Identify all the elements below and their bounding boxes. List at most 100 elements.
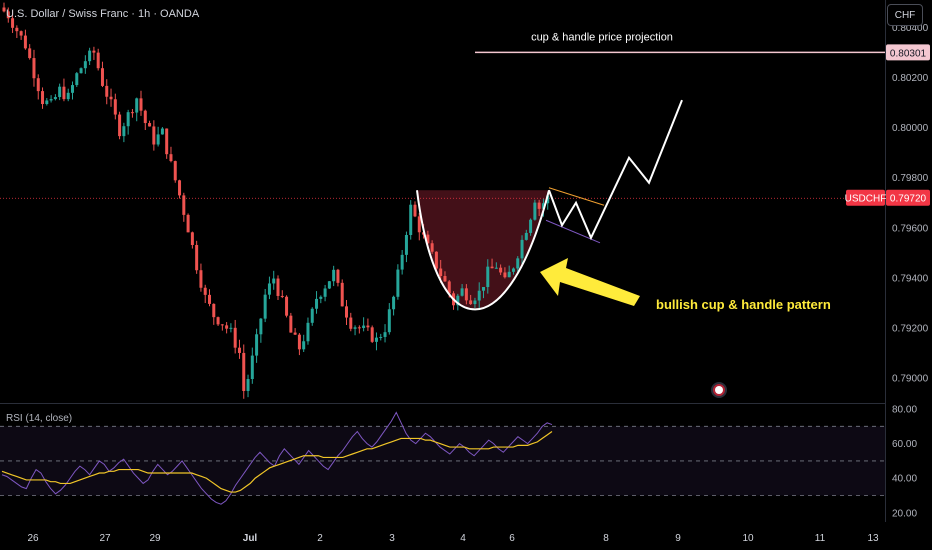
candle-body bbox=[383, 332, 387, 337]
price-axis-tick-label: 0.79800 bbox=[892, 173, 929, 184]
price-axis-tick-label: 0.79000 bbox=[892, 373, 929, 384]
candle-body bbox=[246, 379, 250, 392]
candle-body bbox=[105, 85, 109, 97]
candle-body bbox=[374, 337, 378, 342]
cup-fill bbox=[417, 190, 549, 310]
candle-body bbox=[490, 266, 494, 269]
candle-body bbox=[370, 327, 374, 342]
candle-body bbox=[541, 203, 545, 209]
candle-body bbox=[156, 134, 160, 145]
candle-body bbox=[511, 268, 515, 272]
flag-icon[interactable] bbox=[711, 382, 727, 398]
candle-body bbox=[71, 85, 74, 93]
candle-body bbox=[323, 288, 327, 297]
candle-body bbox=[208, 294, 211, 304]
candle-body bbox=[336, 269, 340, 283]
candle-body bbox=[379, 336, 383, 338]
price-axis-tick-label: 0.80200 bbox=[892, 73, 929, 84]
rsi-axis-tick-label: 60.00 bbox=[892, 439, 917, 450]
price-axis-tick-label: 0.79600 bbox=[892, 223, 929, 234]
candle-body bbox=[297, 334, 301, 350]
candle-body bbox=[267, 283, 271, 295]
candle-body bbox=[456, 295, 460, 306]
candle-body bbox=[165, 128, 169, 155]
candle-body bbox=[426, 234, 430, 244]
rsi-axis-tick-label: 20.00 bbox=[892, 508, 917, 519]
candle-body bbox=[400, 254, 404, 270]
candle-body bbox=[23, 35, 27, 49]
candle-body bbox=[396, 269, 400, 297]
candle-body bbox=[122, 126, 126, 137]
candle-body bbox=[524, 232, 528, 240]
projection-path bbox=[548, 99, 683, 241]
candle-body bbox=[353, 327, 357, 329]
candle-body bbox=[409, 204, 413, 235]
candle-body bbox=[58, 86, 62, 98]
candle-body bbox=[212, 303, 216, 318]
candle-body bbox=[53, 97, 57, 100]
candle-body bbox=[229, 327, 233, 329]
candle-body bbox=[143, 110, 147, 124]
currency-button[interactable]: CHF bbox=[887, 4, 923, 26]
candle-body bbox=[79, 68, 83, 74]
candle-body bbox=[439, 268, 443, 277]
candle-body bbox=[263, 294, 267, 319]
candle-body bbox=[225, 325, 229, 329]
candle-body bbox=[28, 48, 32, 59]
rsi-axis-tick-label: 40.00 bbox=[892, 474, 917, 485]
candle-body bbox=[178, 180, 182, 196]
candle-body bbox=[499, 267, 503, 273]
candle-body bbox=[148, 123, 152, 127]
time-axis-tick-label: 27 bbox=[99, 533, 111, 544]
candle-body bbox=[362, 325, 366, 329]
candle-body bbox=[464, 288, 468, 301]
candle-body bbox=[216, 317, 220, 325]
candle-body bbox=[315, 298, 319, 309]
candle-body bbox=[494, 267, 498, 269]
candle-body bbox=[32, 58, 36, 79]
symbol-tag-text: USDCHF bbox=[845, 194, 887, 205]
symbol-tag bbox=[846, 189, 885, 206]
candle-body bbox=[430, 243, 434, 252]
candle-body bbox=[6, 11, 10, 19]
candle-body bbox=[345, 306, 348, 318]
rsi-ma-line bbox=[1, 431, 553, 493]
candle-body bbox=[285, 296, 289, 316]
candle-body bbox=[302, 341, 306, 350]
candle-body bbox=[387, 309, 391, 333]
time-axis-tick-label: 8 bbox=[603, 533, 609, 544]
price-axis-tick-label: 0.79400 bbox=[892, 273, 929, 284]
candle-body bbox=[118, 114, 122, 137]
candle-body bbox=[417, 216, 421, 233]
handle-lower-line bbox=[545, 219, 601, 244]
time-axis-tick-label: 2 bbox=[317, 533, 323, 544]
candle-body bbox=[473, 300, 477, 305]
candle-body bbox=[434, 251, 438, 269]
candle-body bbox=[332, 269, 336, 282]
candle-body bbox=[477, 290, 481, 301]
time-axis-tick-label: 11 bbox=[815, 533, 826, 544]
candle-body bbox=[242, 352, 246, 392]
candle-body bbox=[88, 50, 92, 62]
candle-body bbox=[413, 204, 417, 217]
handle-upper-line bbox=[548, 187, 605, 206]
symbol-title: U.S. Dollar / Swiss Franc · 1h · OANDA bbox=[6, 8, 200, 20]
candle-body bbox=[66, 92, 70, 100]
candle-body bbox=[152, 126, 156, 145]
time-axis-tick-label: 26 bbox=[27, 533, 39, 544]
candle-body bbox=[169, 154, 173, 162]
candle-body bbox=[220, 324, 224, 326]
time-axis-tick-label: 29 bbox=[149, 533, 161, 544]
price-axis-tick-label: 0.79200 bbox=[892, 323, 929, 334]
candle-body bbox=[255, 334, 259, 356]
candle-body bbox=[160, 128, 164, 135]
candle-body bbox=[366, 325, 370, 328]
candle-body bbox=[306, 322, 310, 342]
price-axis-tick-label: 0.80000 bbox=[892, 123, 929, 134]
candle-body bbox=[392, 296, 396, 310]
candle-body bbox=[135, 98, 139, 113]
candle-body bbox=[36, 78, 40, 92]
candle-body bbox=[357, 327, 361, 329]
candle-body bbox=[190, 232, 194, 246]
